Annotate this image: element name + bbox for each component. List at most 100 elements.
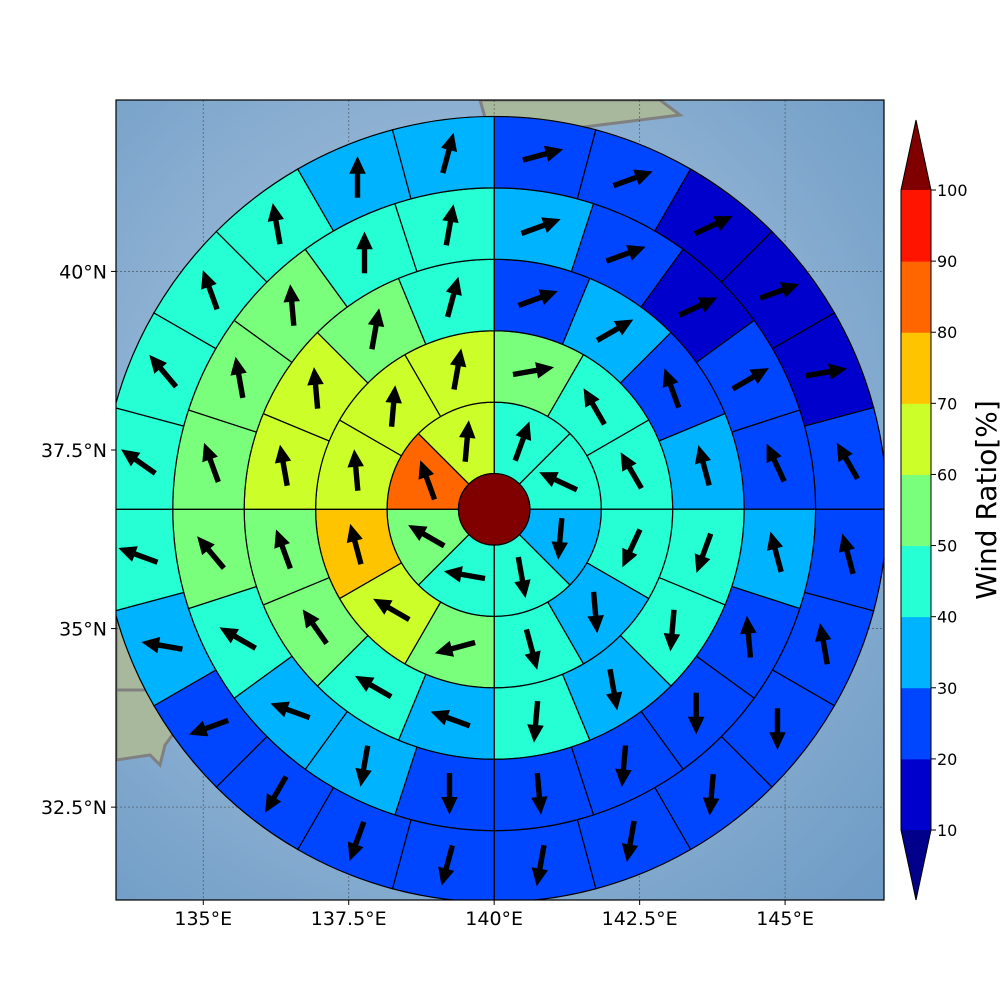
colorbar-tick-label: 80 — [937, 323, 957, 342]
x-tick-label: 137.5°E — [311, 908, 387, 930]
wind-arrow — [595, 319, 634, 343]
x-axis-ticks: 135°E 137.5°E 140°E 142.5°E 145°E — [174, 900, 814, 930]
wind-arrow — [408, 525, 446, 549]
colorbar-tick-label: 90 — [937, 252, 957, 271]
wind-arrow — [438, 844, 455, 886]
wind-arrow — [441, 773, 458, 815]
wind-arrow — [346, 523, 364, 565]
wind-arrow — [612, 169, 653, 189]
wind-arrow — [141, 636, 183, 654]
y-tick-label: 32.5°N — [41, 797, 107, 819]
colorbar-segment-9 — [901, 190, 931, 262]
wind-arrow — [274, 444, 292, 487]
wind-arrow — [605, 668, 623, 711]
wind-arrow — [517, 289, 558, 308]
x-tick-label: 145°E — [756, 908, 814, 930]
wind-arrow — [274, 529, 293, 570]
wind-arrow — [551, 517, 568, 560]
x-tick-label: 140°E — [465, 908, 523, 930]
colorbar-label: Wind Ratio[%] — [970, 400, 1000, 600]
wind-arrow — [440, 132, 458, 174]
colorbar-over-extension — [901, 120, 931, 190]
wind-arrow — [615, 745, 632, 787]
colorbar-segment-4 — [901, 545, 931, 618]
wind-arrow — [523, 628, 541, 670]
y-tick-label: 37.5°N — [41, 440, 107, 462]
wind-arrow — [687, 692, 705, 735]
wind-arrow — [418, 460, 438, 501]
wind-arrow — [283, 284, 300, 326]
colorbar-tick-label: 60 — [937, 465, 957, 484]
y-tick-label: 35°N — [59, 619, 107, 641]
y-tick-label: 40°N — [59, 261, 107, 283]
wind-arrow — [805, 363, 847, 380]
map-border — [115, 99, 885, 901]
wind-arrow — [587, 591, 604, 634]
colorbar-segment-5 — [901, 474, 931, 547]
y-axis-ticks: 32.5°N 35°N 37.5°N 40°N — [41, 261, 116, 819]
colorbar-segment-1 — [901, 758, 931, 831]
wind-arrow — [230, 356, 247, 399]
wind-arrow — [201, 270, 220, 311]
wind-arrow — [605, 245, 646, 264]
wind-arrow — [443, 566, 486, 583]
wind-arrow — [121, 449, 157, 476]
wind-arrow — [347, 449, 364, 491]
wind-arrow — [202, 442, 221, 483]
colorbar-tick-label: 70 — [937, 394, 957, 413]
sector-ring5-18 — [116, 508, 185, 612]
sector-ring5-24 — [391, 115, 495, 200]
x-tick-label: 142.5°E — [602, 908, 678, 930]
sector-ring5-12 — [493, 819, 597, 900]
wind-arrow — [520, 217, 561, 236]
center-disc — [457, 472, 531, 546]
wind-arrow — [442, 204, 459, 246]
colorbar-segment-8 — [901, 261, 931, 333]
wind-arrow — [449, 348, 467, 390]
wind-arrow — [270, 701, 311, 721]
wind-arrow — [512, 362, 555, 379]
colorbar-segment-3 — [901, 616, 931, 689]
wind-arrow — [814, 623, 832, 665]
wind-arrow — [766, 443, 787, 483]
colorbar-ticks: 10 20 30 40 50 60 70 80 90 100 — [931, 181, 968, 840]
wind-arrow — [621, 820, 639, 863]
wind-arrow — [678, 297, 718, 318]
colorbar-segment-2 — [901, 687, 931, 760]
colorbar-segments — [900, 119, 932, 901]
wind-arrow — [430, 709, 471, 729]
wind-arrow — [355, 745, 372, 787]
wind-arrow — [367, 308, 385, 350]
wind-arrow — [531, 844, 549, 887]
wind-arrow — [766, 531, 784, 573]
wind-arrow — [694, 445, 712, 487]
wind-arrow — [349, 156, 366, 198]
wind-arrow — [149, 354, 179, 389]
x-tick-label: 135°E — [174, 908, 232, 930]
wind-arrow — [527, 700, 544, 743]
wind-arrow — [307, 367, 324, 409]
colorbar-tick-label: 10 — [937, 821, 957, 840]
wind-arrow — [769, 708, 786, 750]
wind-arrow — [514, 556, 531, 599]
wind-arrow — [385, 385, 402, 427]
wind-arrow — [622, 528, 643, 568]
colorbar: 10 20 30 40 50 60 70 80 90 100 Wind Ratio[%] — [900, 119, 1000, 901]
wind-arrow — [267, 203, 285, 245]
colorbar-segment-6 — [901, 403, 931, 475]
wind-arrow — [531, 772, 548, 815]
wind-arrow — [836, 442, 860, 481]
wind-arrow — [693, 216, 733, 237]
wind-arrow — [302, 609, 329, 646]
colorbar-tick-label: 20 — [937, 750, 957, 769]
wind-arrow — [583, 388, 607, 426]
wind-arrow — [356, 231, 373, 274]
colorbar-tick-label: 40 — [937, 608, 957, 627]
wind-arrow — [373, 598, 411, 622]
wind-arrow — [197, 536, 226, 570]
wind-arrow — [347, 820, 367, 861]
colorbar-tick-label: 30 — [937, 679, 957, 698]
wind-arrows — [118, 132, 860, 887]
wind-arrow — [512, 421, 532, 462]
